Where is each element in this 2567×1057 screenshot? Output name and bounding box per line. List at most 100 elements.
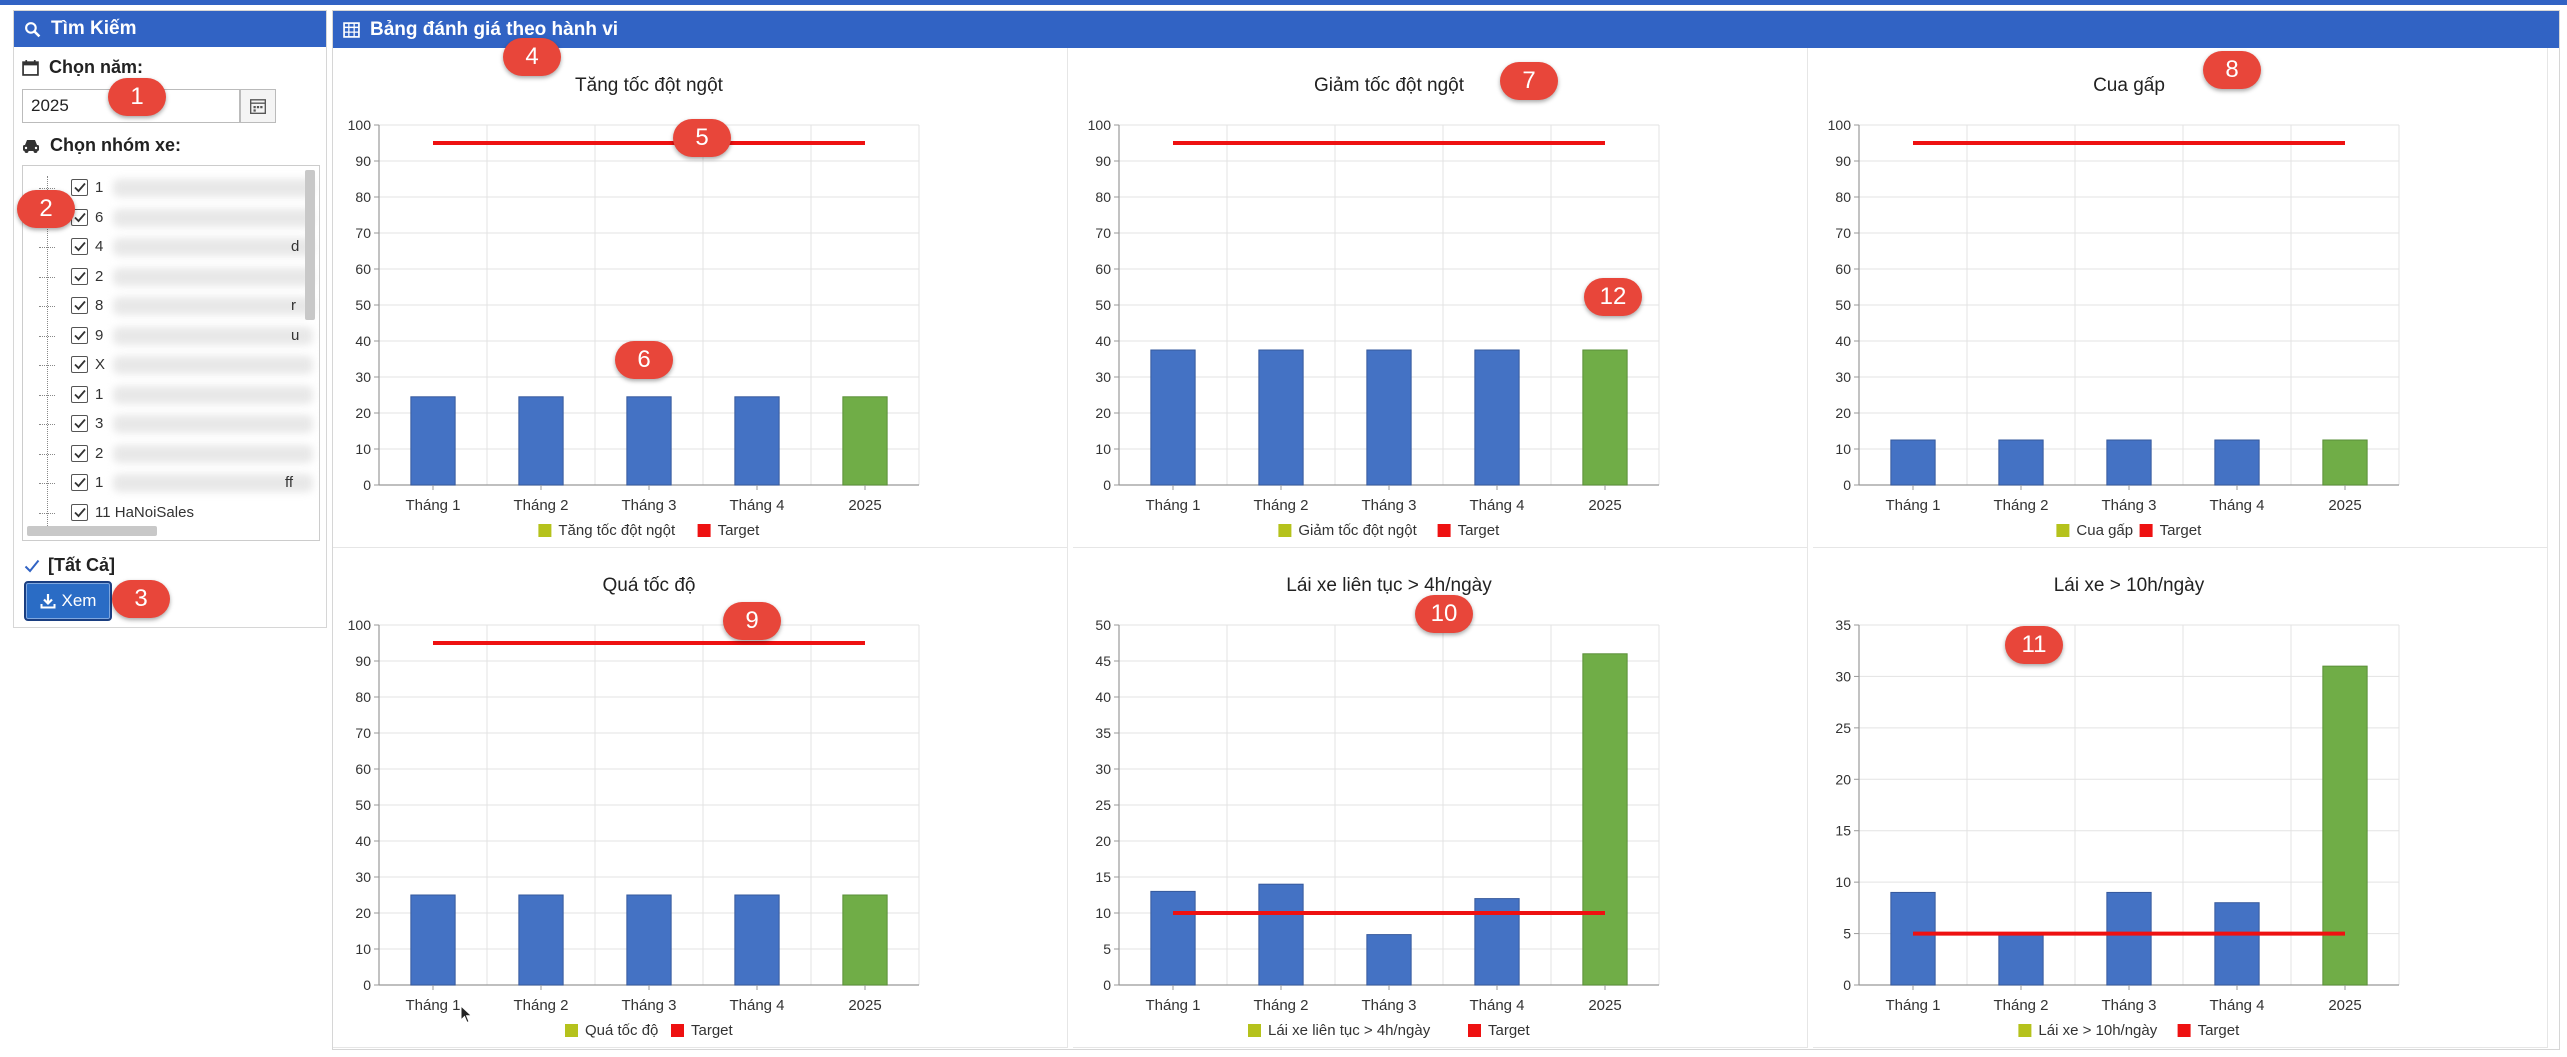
y-tick-label: 70 — [355, 225, 371, 241]
legend-swatch — [671, 1024, 684, 1037]
legend-label: Target — [2160, 522, 2203, 539]
tree-item[interactable]: 2 — [23, 263, 313, 291]
tree-item[interactable]: 11 HaNoiSales — [23, 499, 303, 527]
calendar-picker-button[interactable] — [240, 89, 276, 123]
y-tick-label: 35 — [1095, 725, 1111, 741]
tree-item[interactable]: X — [23, 351, 313, 379]
tree-item-checkbox[interactable] — [71, 385, 88, 403]
x-tick-label: Tháng 2 — [1993, 497, 2048, 514]
y-tick-label: 20 — [1835, 405, 1851, 421]
tree-item-checkbox[interactable] — [71, 415, 88, 432]
y-tick-label: 20 — [355, 905, 371, 921]
tree-item-checkbox[interactable] — [71, 356, 88, 373]
tree-item[interactable]: 2 — [23, 440, 313, 468]
tree-horizontal-scrollbar[interactable] — [27, 526, 157, 536]
annotation-badge: 3 — [112, 580, 170, 618]
tree-item-checkbox[interactable] — [71, 297, 88, 314]
y-tick-label: 0 — [1103, 477, 1111, 493]
tree-vertical-scrollbar[interactable] — [305, 170, 315, 320]
x-tick-label: Tháng 2 — [1253, 997, 1308, 1014]
annotation-badge: 8 — [2203, 51, 2261, 89]
select-all-row[interactable]: [Tất Cả] — [24, 555, 115, 576]
tree-item[interactable]: 1 ff — [23, 469, 313, 497]
tree-item-redacted — [113, 267, 313, 286]
x-tick-label: Tháng 1 — [1885, 997, 1940, 1014]
y-tick-label: 100 — [348, 117, 372, 133]
x-tick-label: 2025 — [1588, 997, 1621, 1014]
tree-item-checkbox[interactable] — [71, 267, 88, 285]
bar — [626, 894, 672, 986]
bar — [1258, 349, 1304, 486]
checkmark-icon — [73, 359, 86, 370]
tree-item-checkbox[interactable] — [71, 326, 88, 344]
behavior-chart: Quá tốc độ 0 10 20 30 40 50 60 70 80 90 100 Tháng 1 T… — [333, 548, 1068, 1048]
tree-item-redacted — [113, 385, 313, 404]
x-tick-label: Tháng 2 — [513, 997, 568, 1014]
tree-item-checkbox[interactable] — [71, 179, 88, 196]
tree-item-label-tail: ff — [285, 474, 294, 491]
tree-item-label: 11 HaNoiSales — [95, 503, 194, 521]
tree-item[interactable]: 1 — [23, 381, 313, 409]
tree-item-label: 1 — [95, 385, 104, 403]
legend-label: Target — [1488, 1022, 1531, 1039]
y-tick-label: 70 — [1095, 225, 1111, 241]
group-label: Chọn nhóm xe: — [50, 135, 181, 155]
legend-label: Giảm tốc đột ngột — [1298, 522, 1417, 539]
legend-swatch — [1278, 524, 1292, 537]
tree-guide-line — [47, 176, 48, 536]
y-tick-label: 45 — [1095, 653, 1111, 669]
y-tick-label: 80 — [355, 189, 371, 205]
tree-item-redacted — [113, 208, 313, 227]
x-tick-label: Tháng 3 — [1361, 997, 1416, 1014]
y-tick-label: 70 — [1835, 225, 1851, 241]
bar — [2106, 891, 2152, 986]
tree-item-redacted — [113, 179, 313, 197]
x-tick-label: 2025 — [2328, 497, 2361, 514]
tree-item-label: X — [95, 356, 106, 373]
x-tick-label: Tháng 1 — [405, 497, 460, 514]
bar — [626, 396, 672, 486]
y-tick-label: 0 — [363, 477, 371, 493]
x-tick-label: Tháng 1 — [1145, 497, 1200, 514]
tree-item[interactable]: 3 — [23, 410, 313, 438]
x-tick-label: Tháng 3 — [621, 997, 676, 1014]
annotation-badge: 11 — [2005, 626, 2063, 664]
tree-item[interactable]: 1 — [23, 174, 313, 202]
x-tick-label: Tháng 3 — [1361, 497, 1416, 514]
checkmark-icon — [73, 418, 86, 429]
y-tick-label: 40 — [1095, 689, 1111, 705]
y-tick-label: 100 — [348, 617, 372, 633]
tree-item-checkbox[interactable] — [71, 474, 88, 491]
y-tick-label: 100 — [1088, 117, 1112, 133]
checkmark-icon — [73, 389, 86, 399]
y-tick-label: 20 — [1835, 771, 1851, 787]
x-tick-label: 2025 — [1588, 497, 1621, 514]
tree-item-checkbox[interactable] — [71, 444, 88, 462]
annotation-badge: 5 — [673, 119, 731, 157]
view-button[interactable]: Xem — [24, 581, 112, 621]
select-all-label: [Tất Cả] — [48, 555, 115, 575]
bar — [1150, 890, 1196, 986]
mouse-cursor-icon — [460, 1005, 473, 1024]
vehicle-group-tree[interactable]: 1 6 4 d 2 8 r 9 u X 1 3 2 1 ff 11 HaNoiSales — [22, 165, 320, 541]
y-tick-label: 0 — [363, 977, 371, 993]
y-tick-label: 50 — [355, 297, 371, 313]
y-tick-label: 30 — [1095, 761, 1111, 777]
y-tick-label: 80 — [355, 689, 371, 705]
behavior-chart: Lái xe liên tục > 4h/ngày 0 5 10 15 20 25 30 35 4… — [1073, 548, 1808, 1048]
tree-item-checkbox[interactable] — [71, 238, 88, 255]
car-icon — [23, 139, 39, 153]
x-tick-label: Tháng 2 — [1253, 497, 1308, 514]
tree-item-checkbox[interactable] — [71, 503, 88, 521]
bar — [734, 396, 780, 486]
y-tick-label: 10 — [1095, 905, 1111, 921]
y-tick-label: 25 — [1835, 720, 1851, 736]
bar — [1150, 349, 1196, 486]
legend-swatch — [1437, 524, 1451, 537]
chart-title: Lái xe liên tục > 4h/ngày — [1286, 575, 1492, 596]
y-tick-label: 90 — [1095, 153, 1111, 169]
legend-swatch — [2177, 1024, 2191, 1037]
